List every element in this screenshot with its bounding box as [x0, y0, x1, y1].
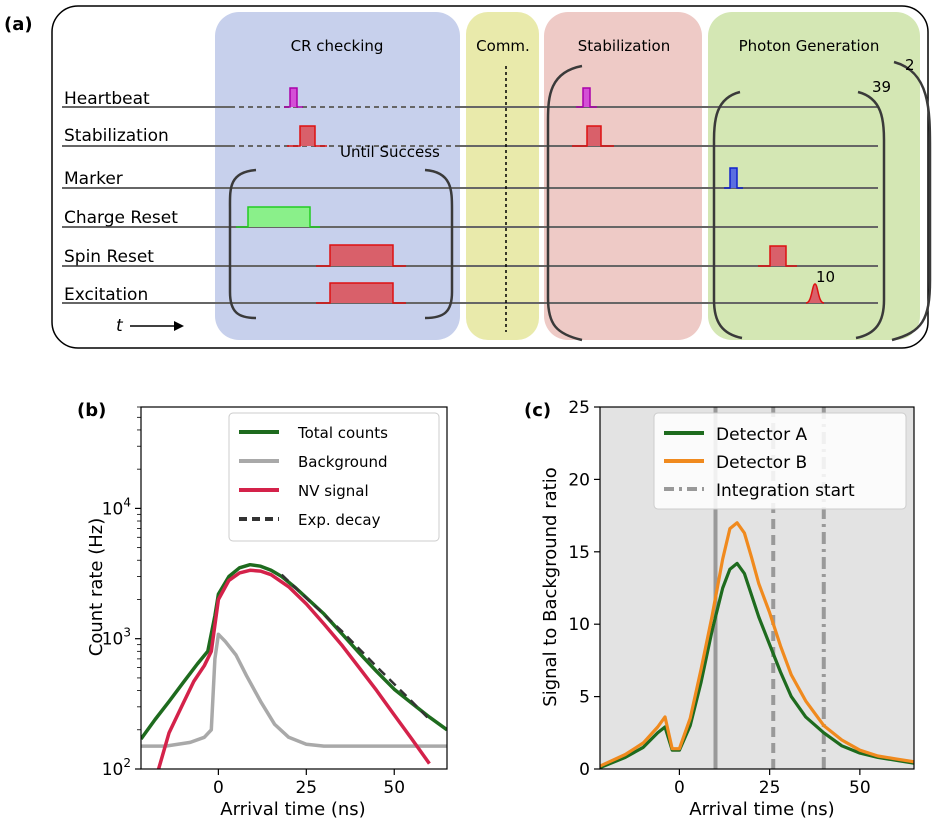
series-line-exp-decay [280, 573, 431, 721]
stabilization-pulse-cr [287, 125, 327, 147]
x-tick-label-2: 50 [849, 778, 871, 798]
panel-a: (a) CR checking Comm. Stabilization Phot… [4, 5, 932, 349]
panel-c: (c) 0 25 50 0 5 10 15 20 25 Arrival time (ns) Si… [524, 398, 915, 820]
heartbeat-pulse-cr [284, 87, 303, 108]
communication-region [466, 12, 539, 340]
channel-lines [62, 106, 878, 304]
stabilization-region [544, 12, 702, 340]
brackets [228, 60, 932, 342]
legend-label-0: Detector A [716, 425, 807, 445]
excitation-pulse-cr [316, 282, 406, 304]
y-tick-exponent-2: 4 [123, 495, 131, 509]
y-tick-exponent-0: 2 [123, 756, 131, 770]
plot-series-group [141, 562, 447, 769]
phase-label-photon: Photon Generation [739, 37, 880, 55]
legend-label-1: Detector B [716, 453, 807, 473]
x-tick-label-2: 50 [383, 778, 405, 798]
panel-a-label: (a) [4, 14, 33, 35]
legend-label-0: Total counts [297, 424, 388, 442]
phase-label-comm: Comm. [476, 37, 530, 55]
spin-reset-pulse-photon [758, 245, 797, 267]
channel-label-marker: Marker [64, 169, 123, 189]
repeat-count-middle: 39 [872, 78, 891, 96]
panel-a-frame [51, 5, 929, 349]
cr-checking-region [215, 12, 460, 340]
y-tick-label-0: 102 [102, 756, 131, 780]
legend-label-2: NV signal [298, 482, 369, 500]
y-tick-label-1: 5 [579, 688, 590, 708]
y-tick-label-2: 10 [568, 615, 590, 635]
y-tick-exponent-1: 3 [123, 626, 131, 640]
outer-right-bracket [891, 60, 932, 342]
excitation-pulse-photon [805, 283, 825, 304]
panel-c-y-axis-label: Signal to Background ratio [540, 467, 561, 706]
series-line-detector-a [600, 561, 914, 769]
plot-frame [599, 406, 915, 770]
stab-left-bracket [546, 64, 583, 342]
legend-label-1: Background [298, 453, 388, 471]
panel-b-label: (b) [77, 400, 106, 421]
charge-reset-pulse [236, 206, 320, 228]
photon-right-bracket [855, 90, 886, 340]
channel-label-stabilization: Stabilization [64, 126, 169, 146]
cr-right-bracket [424, 168, 454, 320]
phase-label-cr: CR checking [291, 37, 384, 55]
plot-frame [140, 406, 448, 770]
panel-c-label: (c) [524, 400, 551, 421]
x-tick-label-0: 0 [674, 778, 685, 798]
marker-pulse [724, 167, 743, 189]
photon-generation-region [708, 12, 920, 340]
channel-label-charge-reset: Charge Reset [64, 208, 178, 228]
panel-b-x-axis-label: Arrival time (ns) [220, 799, 365, 820]
y-tick-label-4: 20 [568, 470, 590, 490]
legend-label-3: Exp. decay [298, 511, 381, 529]
time-label: t [116, 316, 124, 336]
series-line-background [141, 632, 447, 748]
stabilization-pulse-stab [572, 125, 614, 147]
time-arrow-head [174, 321, 184, 331]
photon-left-bracket [712, 90, 743, 340]
x-tick-label-1: 25 [759, 778, 781, 798]
series-line-detector-b [600, 521, 914, 768]
repeat-count-outer: 2 [905, 56, 915, 74]
pulses [236, 87, 825, 304]
until-success-label: Until Success [340, 143, 440, 161]
y-tick-label-3: 15 [568, 543, 590, 563]
x-tick-label-0: 0 [213, 778, 224, 798]
series-line-nv-signal [156, 568, 431, 769]
channel-label-excitation: Excitation [64, 285, 148, 305]
panel-c-legend: Detector A Detector B Integration start [653, 412, 907, 510]
series-line-total-counts [141, 562, 447, 741]
legend-box [653, 412, 907, 510]
y-tick-label-2: 104 [102, 495, 131, 519]
y-tick-label-0: 0 [579, 760, 590, 780]
panel-c-x-axis-label: Arrival time (ns) [689, 799, 834, 820]
channel-label-spin-reset: Spin Reset [64, 247, 154, 267]
legend-box [228, 412, 440, 542]
cr-left-bracket [228, 168, 257, 320]
y-tick-label-5: 25 [568, 398, 590, 418]
channel-label-heartbeat: Heartbeat [64, 89, 150, 109]
spin-reset-pulse-cr [316, 244, 406, 267]
panel-b-y-axis-label: Count rate (Hz) [86, 518, 107, 657]
x-tick-label-1: 25 [295, 778, 317, 798]
repeat-count-inner: 10 [816, 268, 835, 286]
phase-label-stab: Stabilization [578, 37, 670, 55]
legend-label-2: Integration start [716, 481, 855, 501]
panel-b-legend: Total counts Background NV signal Exp. deca… [228, 412, 440, 542]
heartbeat-pulse-stab [576, 87, 597, 108]
